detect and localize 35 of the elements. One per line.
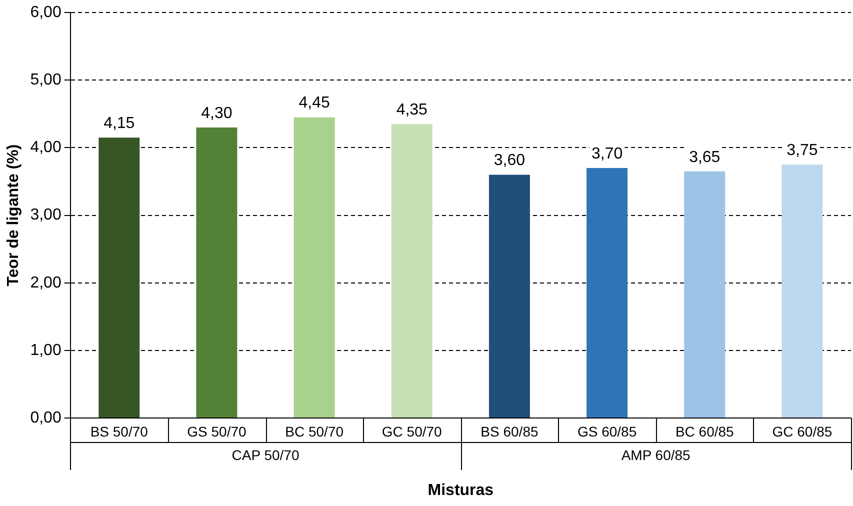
data-label: 3,70 — [591, 145, 623, 162]
x-tick-label: BS 60/85 — [480, 423, 538, 440]
bar — [294, 117, 335, 418]
bar — [684, 171, 726, 418]
y-tick-label: 0,00 — [30, 409, 62, 426]
data-label: 3,75 — [786, 142, 818, 160]
bar — [782, 164, 823, 418]
y-tick-label: 2,00 — [30, 274, 62, 292]
data-label: 4,45 — [298, 94, 330, 112]
data-label: 3,60 — [494, 152, 526, 170]
data-label: 4,15 — [104, 115, 135, 132]
bar — [98, 138, 140, 418]
y-tick-label: 6,00 — [30, 4, 62, 22]
bar — [586, 168, 628, 418]
y-tick-label: 5,00 — [30, 72, 62, 89]
text: CAP 50/70 — [232, 446, 300, 463]
x-axis-title: Misturas — [428, 482, 494, 499]
data-label: 3,65 — [689, 148, 720, 166]
bar — [488, 174, 530, 418]
x-tick-label: GC 60/85 — [772, 423, 832, 440]
text: AMP 60/85 — [621, 446, 691, 463]
bar — [391, 124, 432, 418]
y-tick-label: 4,00 — [30, 139, 62, 156]
y-tick-label: 3,00 — [30, 206, 62, 224]
x-tick-label: GC 50/70 — [382, 423, 442, 440]
y-tick-label: 1,00 — [30, 342, 62, 359]
bar — [196, 127, 238, 418]
data-label: 4,35 — [396, 101, 428, 118]
x-tick-label: BC 60/85 — [675, 423, 734, 440]
y-axis-title: Teor de ligante (%) — [5, 144, 22, 286]
x-tick-label: BC 50/70 — [285, 423, 344, 440]
data-label: 4,30 — [201, 104, 232, 122]
x-tick-label: GS 50/70 — [187, 423, 246, 440]
x-tick-label: GS 60/85 — [577, 423, 637, 440]
x-tick-label: BS 50/70 — [90, 423, 148, 440]
